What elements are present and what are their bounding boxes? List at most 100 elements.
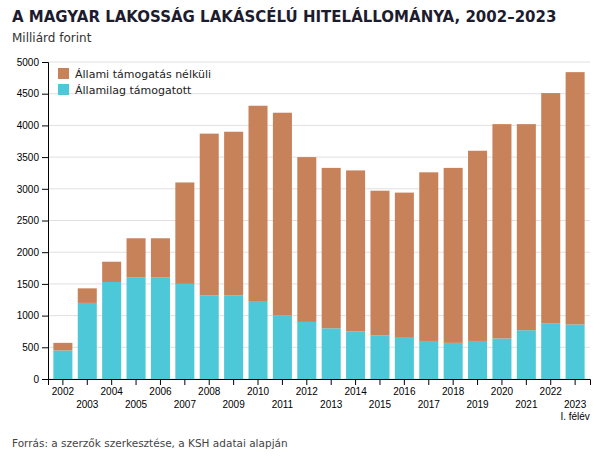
x-tick: 2005 [125, 379, 148, 410]
x-tick-mark [379, 379, 380, 385]
bar [517, 124, 536, 330]
y-tick-label: 3000 [17, 184, 40, 195]
bar [346, 170, 365, 331]
y-tick-label: 2000 [17, 247, 40, 258]
bar [102, 282, 121, 379]
y-tick: 4000 [17, 120, 48, 131]
y-tick-mark [42, 316, 48, 317]
bar [175, 182, 194, 283]
y-axis: 0500100015002000250030003500400045005000 [17, 57, 49, 385]
bar [419, 172, 438, 341]
x-tick-mark [575, 379, 576, 385]
x-tick-label-line: 2009 [223, 399, 246, 410]
y-tick-label: 1000 [17, 310, 40, 321]
x-tick-label-line: 2008 [198, 386, 221, 397]
x-tick-mark [184, 379, 185, 385]
y-tick-mark [42, 379, 48, 380]
bar [370, 335, 389, 379]
x-tick-label-line: 2013 [320, 399, 343, 410]
x-tick: 2021 [515, 379, 538, 410]
x-tick-label-line: 2004 [101, 386, 124, 397]
x-tick-label-line: I. félév [560, 411, 589, 422]
bar [249, 301, 268, 379]
x-tick-label-line: 2021 [515, 399, 538, 410]
x-tick-mark [233, 379, 234, 385]
x-tick-mark [258, 379, 259, 385]
x-tick-label-line: 2006 [149, 386, 172, 397]
y-tick: 2000 [17, 247, 48, 258]
x-tick-label-line: 2019 [466, 399, 489, 410]
x-tick-mark [111, 379, 112, 385]
y-tick: 3500 [17, 152, 48, 163]
y-tick-label: 1500 [17, 279, 40, 290]
bar [273, 113, 292, 316]
x-tick-mark [87, 379, 88, 385]
y-tick: 2500 [17, 215, 48, 226]
x-tick-label-line: 2018 [442, 386, 465, 397]
y-tick-label: 500 [22, 342, 39, 353]
annotation: Forrás: a szerzők szerkesztése, a KSH ad… [12, 437, 288, 449]
bar [492, 338, 511, 379]
series [53, 72, 584, 350]
y-tick: 1500 [17, 279, 48, 290]
legend-swatch [58, 68, 69, 79]
legend: Állami támogatás nélküliÁllamilag támoga… [58, 68, 211, 97]
x-tick: 2002 [52, 379, 75, 397]
x-tick-mark [209, 379, 210, 385]
x-tick: 2014 [344, 379, 367, 397]
x-tick-mark [453, 379, 454, 385]
x-tick-label: 2013 [320, 399, 343, 410]
y-tick-mark [42, 221, 48, 222]
x-tick: 2020 [491, 379, 514, 397]
bar [444, 168, 463, 343]
y-tick: 0 [33, 374, 48, 385]
x-tick-label-line: 2011 [272, 399, 294, 410]
y-tick-label: 4500 [17, 88, 40, 99]
bar [541, 93, 560, 323]
y-tick-label: 2500 [17, 215, 40, 226]
legend-label: Állami támogatás nélküli [75, 68, 211, 81]
x-tick-mark [306, 379, 307, 385]
y-tick-label: 0 [33, 374, 39, 385]
y-tick-mark [42, 347, 48, 348]
bar [151, 278, 170, 379]
x-tick-mark [282, 379, 283, 385]
x-tick-label-line: 2020 [491, 386, 514, 397]
bar [78, 288, 97, 303]
x-tick-mark [404, 379, 405, 385]
x-tick-label: 2020 [491, 386, 514, 397]
x-tick-label: 2005 [125, 399, 148, 410]
x-tick-mark [428, 379, 429, 385]
x-tick-label-line: 2012 [296, 386, 319, 397]
x-tick: 2006 [149, 379, 172, 397]
y-tick-mark [42, 157, 48, 158]
y-tick: 4500 [17, 88, 48, 99]
bar [127, 278, 146, 379]
x-tick-label: 2023I. félév [560, 399, 589, 422]
x-tick-label: 2019 [466, 399, 489, 410]
x-tick-label-line: 2002 [52, 386, 75, 397]
y-tick: 500 [22, 342, 48, 353]
x-tick: 2013 [320, 379, 343, 410]
bar [566, 324, 585, 379]
bar [78, 303, 97, 379]
x-tick-label: 2008 [198, 386, 221, 397]
chart: A MAGYAR LAKOSSÁG LAKÁSCÉLÚ HITELÁLLOMÁN… [0, 0, 605, 459]
y-tick-mark [42, 94, 48, 95]
bar [395, 193, 414, 338]
title: A MAGYAR LAKOSSÁG LAKÁSCÉLÚ HITELÁLLOMÁN… [12, 7, 556, 26]
bars [53, 72, 584, 379]
x-tick: 2016 [393, 379, 416, 397]
bar [370, 191, 389, 336]
x-axis-line [49, 380, 591, 386]
bar [419, 341, 438, 379]
bar [53, 343, 72, 351]
bar [53, 350, 72, 379]
x-tick: 2007 [174, 379, 197, 410]
x-tick-mark [477, 379, 478, 385]
x-tick: 2015 [369, 379, 392, 410]
x-tick: 2009 [223, 379, 246, 410]
bar [541, 323, 560, 379]
x-tick: 2012 [296, 379, 319, 397]
x-tick-label-line: 2014 [344, 386, 367, 397]
